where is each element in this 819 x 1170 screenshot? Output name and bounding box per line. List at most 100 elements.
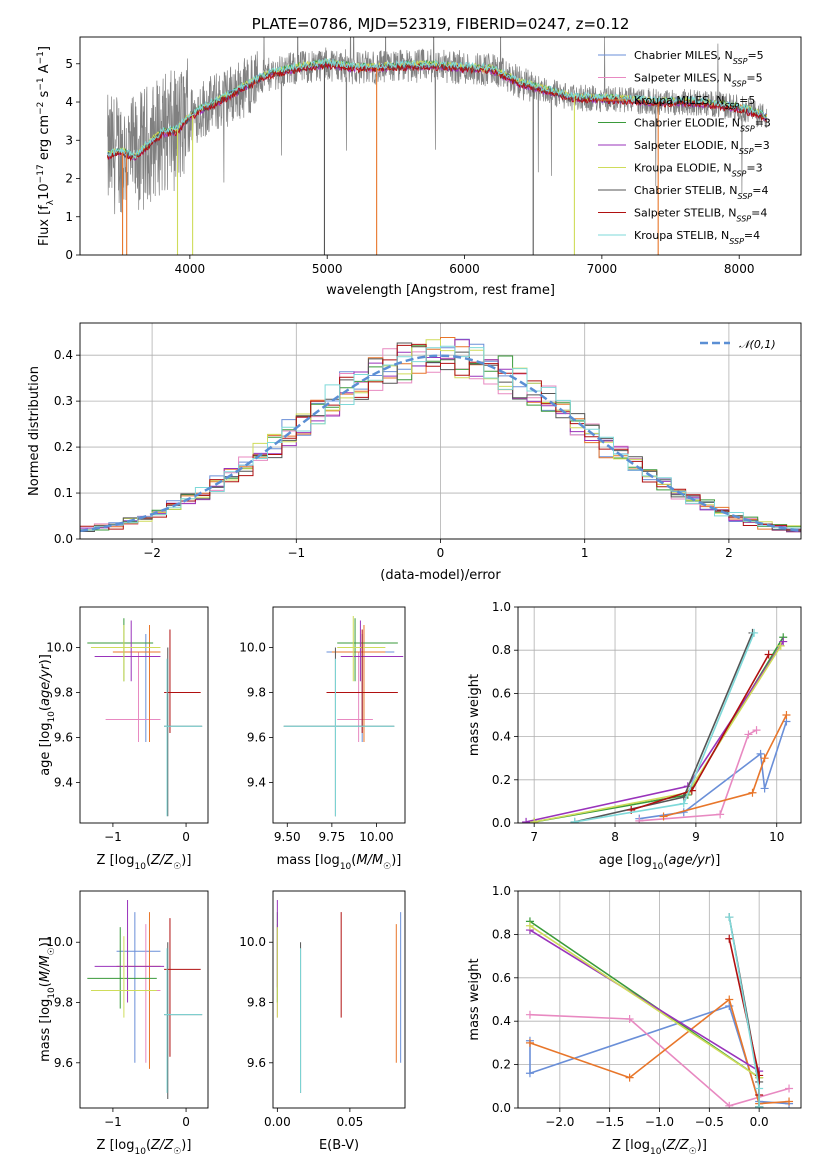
y-tick-label: 0.2 xyxy=(492,1058,511,1072)
legend-label: Kroupa MILES, NSSP=5 xyxy=(634,94,755,111)
x-axis-label: Z [log10(Z/Z☉)] xyxy=(612,1138,707,1157)
x-tick-label: 9.50 xyxy=(274,830,301,844)
label-part: )] xyxy=(38,937,53,947)
axes-frame xyxy=(272,606,406,824)
mass-weight-marker xyxy=(716,810,725,819)
y-tick-label: 0.6 xyxy=(492,686,511,700)
plot-area xyxy=(276,900,402,1093)
age-vs-mass-panel: 9.50 9.75 10.00 9.4 9.6 9.8 10.0 mass [log10(M/… xyxy=(239,606,406,872)
x-axis-label: mass [log10(M/M☉)] xyxy=(277,853,402,872)
y-tick-label: 0.0 xyxy=(54,532,73,546)
gaussian-curve xyxy=(80,354,801,533)
legend-label: Chabrier ELODIE, NSSP=3 xyxy=(634,117,771,134)
label-part: 10 xyxy=(652,862,664,872)
mass-weight-marker xyxy=(635,816,644,823)
grid-lines xyxy=(518,606,801,824)
plot-area xyxy=(87,618,203,817)
y-tick-label: 10.0 xyxy=(46,935,73,949)
y-tick-label: 9.6 xyxy=(54,1056,73,1070)
label-part: ☉ xyxy=(689,1147,697,1157)
age-vs-metallicity-panel: −1 09.49.69.810.0Z [log10(Z/Z☉)]age [log1… xyxy=(38,606,209,872)
y-tick-label: 9.8 xyxy=(247,686,266,700)
x-tick-label: 9 xyxy=(692,830,700,844)
x-tick-label: 10.00 xyxy=(359,830,393,844)
legend-sub: SSP xyxy=(740,124,755,133)
model-spectrum-line xyxy=(107,57,767,160)
mass-weight-marker xyxy=(748,788,757,797)
x-tick-label: 7000 xyxy=(587,262,618,276)
legend-text: Kroupa STELIB, N xyxy=(634,229,729,242)
label-part: )] xyxy=(38,654,53,664)
x-tick-label: 0 xyxy=(437,546,445,560)
residual-histogram xyxy=(80,339,801,533)
x-tick-label: −1 xyxy=(104,830,122,844)
mass-weight-marker xyxy=(744,730,753,739)
label-part: A xyxy=(37,64,52,77)
y-tick-label: 10.0 xyxy=(239,641,266,655)
y-tick-label: 9.8 xyxy=(54,686,73,700)
legend-text: Chabrier STELIB, N xyxy=(634,184,738,197)
legend-text: Salpeter MILES, N xyxy=(634,72,732,85)
label-part: ( xyxy=(661,1138,666,1153)
x-tick-label: 9.75 xyxy=(319,830,346,844)
y-tick-label: 0.4 xyxy=(492,730,511,744)
legend-label: Chabrier MILES, NSSP=5 xyxy=(634,49,764,66)
label-part: mass [log xyxy=(38,999,53,1062)
mass-weight-marker xyxy=(785,1097,794,1106)
label-part: 10 xyxy=(47,987,57,999)
mass-weight-marker xyxy=(530,817,539,823)
label-part: −1 xyxy=(36,77,46,90)
x-axis-label: (data-model)/error xyxy=(380,568,501,583)
axes: 9.50 9.75 10.00 9.4 9.6 9.8 10.0 mass [log10(M/… xyxy=(239,606,406,872)
label-part: 10 xyxy=(340,862,352,872)
mass-weight-marker xyxy=(760,784,769,793)
axes-frame xyxy=(517,606,802,824)
legend-label: Salpeter STELIB, NSSP=4 xyxy=(634,207,767,224)
legend-label: Chabrier STELIB, NSSP=4 xyxy=(634,184,768,201)
label-part: λ xyxy=(46,199,56,205)
legend-label: Salpeter MILES, NSSP=5 xyxy=(634,72,763,89)
plot-area xyxy=(80,337,801,533)
label-part: Z [log xyxy=(97,1138,135,1153)
axes-frame xyxy=(272,890,406,1109)
legend-text-end: =4 xyxy=(751,207,767,220)
legend-text: Kroupa ELODIE, N xyxy=(634,162,732,175)
mass-weight-marker xyxy=(776,641,785,650)
y-tick-label: 0.6 xyxy=(492,971,511,985)
legend-text: Kroupa MILES, N xyxy=(634,94,724,107)
legend-text-end: =3 xyxy=(754,139,770,152)
mass-weight-marker xyxy=(725,995,734,1004)
label-part: age [log xyxy=(599,853,652,868)
y-tick-label: 1.0 xyxy=(492,600,511,614)
legend-text-end: =4 xyxy=(744,229,760,242)
model-spectrum-line xyxy=(107,62,768,162)
legend-sub: SSP xyxy=(736,214,751,223)
x-tick-label: 0.00 xyxy=(264,1115,291,1129)
y-tick-label: 9.8 xyxy=(247,996,266,1010)
legend-text-end: =5 xyxy=(746,72,762,85)
y-tick-label: 9.4 xyxy=(54,776,73,790)
legend-label: Kroupa STELIB, NSSP=4 xyxy=(634,229,760,246)
y-tick-label: 0.8 xyxy=(492,643,511,657)
x-tick-label: −2 xyxy=(143,546,161,560)
label-part: )] xyxy=(181,853,191,868)
mass-weight-marker xyxy=(755,1084,764,1093)
y-tick-label: 0.3 xyxy=(54,394,73,408)
mass-weight-marker xyxy=(756,749,765,758)
y-tick-label: 0.1 xyxy=(54,486,73,500)
label-part: ☉ xyxy=(173,862,181,872)
legend-text: Salpeter STELIB, N xyxy=(634,207,736,220)
legend-text: Salpeter ELODIE, N xyxy=(634,139,739,152)
label-part: erg cm xyxy=(37,115,52,164)
residual-histogram xyxy=(80,343,801,531)
plot-area xyxy=(522,628,791,823)
label-part: 10 xyxy=(134,862,146,872)
label-part: Z [log xyxy=(97,853,135,868)
mass-weight-marker xyxy=(764,650,773,659)
label-part: ( xyxy=(146,853,151,868)
label-part: ☉ xyxy=(47,947,57,955)
axes-frame xyxy=(79,36,802,256)
y-tick-label: 0.0 xyxy=(492,1101,511,1115)
